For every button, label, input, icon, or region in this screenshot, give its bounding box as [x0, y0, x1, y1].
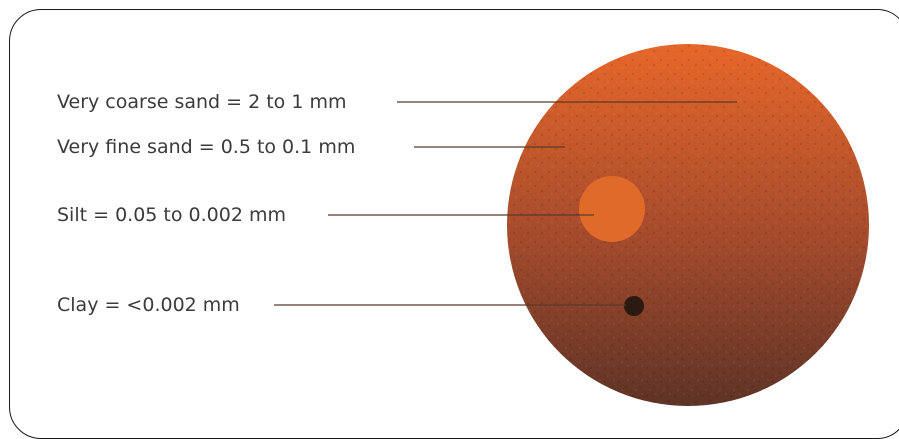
- clay-particle: [624, 296, 644, 316]
- silt-label: Silt = 0.05 to 0.002 mm: [57, 204, 286, 226]
- clay-label: Clay = <0.002 mm: [57, 294, 240, 316]
- sand-texture: [507, 44, 869, 406]
- soil-particle-size-diagram: [274, 44, 869, 406]
- silt-particle: [579, 176, 645, 242]
- very-coarse-sand-label: Very coarse sand = 2 to 1 mm: [57, 91, 347, 113]
- very-fine-sand-label: Very fine sand = 0.5 to 0.1 mm: [57, 136, 356, 158]
